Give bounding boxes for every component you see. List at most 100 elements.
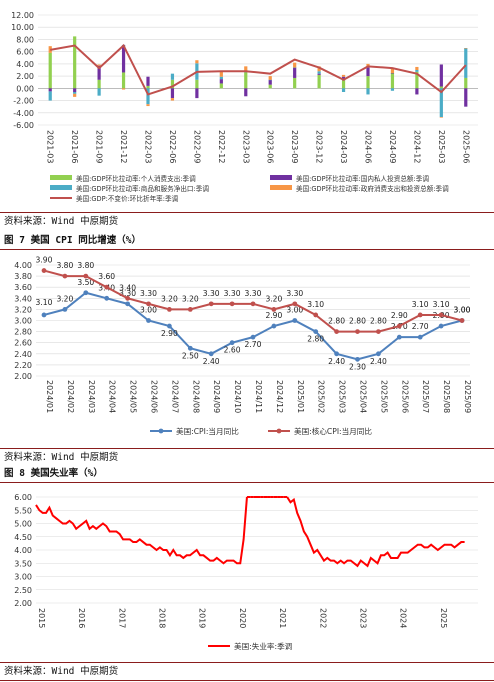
data-point [229,340,235,346]
data-point [334,351,339,357]
bar-segment [244,88,248,97]
y-tick-label: 2.40 [14,350,32,359]
y-tick-label: -2.00 [13,97,34,106]
bar-segment [219,76,223,80]
data-point [229,301,235,307]
bar-segment [268,84,272,89]
divider [0,249,494,250]
bar-segment [170,88,175,99]
bar-segment [121,44,126,73]
bar-segment [268,79,272,81]
data-label: 2.70 [245,340,262,349]
bar-segment [415,88,419,95]
x-tick-label: 2025/02 [317,380,326,413]
data-label: 3.00 [454,306,471,315]
data-label: 2.60 [224,346,241,355]
data-label: 3.80 [77,261,94,270]
x-tick-label: 2022-06 [168,130,177,163]
data-point [250,334,256,340]
data-point [187,307,193,312]
data-label: 2.40 [370,357,387,366]
x-tick-label: 2024 [399,608,408,628]
bar-segment [219,83,223,89]
data-label: 3.30 [140,289,157,298]
bar-segment [219,79,223,84]
data-point [41,268,47,273]
x-tick-label: 2023-06 [266,130,275,163]
y-tick-label: 3.40 [14,294,32,303]
data-label: 2.50 [182,351,199,360]
data-point [250,301,256,307]
bar-segment [170,73,175,80]
y-tick-label: 2.00 [14,599,32,608]
data-label: 3.80 [56,261,73,270]
y-tick-label: 2.50 [14,586,32,595]
bar-segment [293,62,297,68]
unemployment-line [35,496,248,565]
bar-segment [464,77,468,89]
data-label: 2.30 [349,362,366,371]
x-tick-label: 2024/08 [191,380,200,413]
data-label: 2.90 [391,311,408,320]
x-tick-label: 2016 [77,608,86,628]
x-tick-label: 2024/03 [87,380,96,413]
legend-label: 美国:CPI:当月同比 [176,426,239,436]
bar-segment [415,66,419,70]
data-point [376,351,381,357]
bar-segment [170,79,175,89]
data-label: 2.40 [328,357,345,366]
x-tick-label: 2021-12 [119,130,128,163]
bar-segment [390,73,395,89]
bar-segment [464,48,468,78]
data-label: 2.40 [203,357,220,366]
unemployment-chart-svg: 2.00 2.50 3.00 3.50 4.00 4.50 5.00 5.50 6.00 2015… [14,493,478,651]
legend-label: 美国:GDP环比拉动率:商品和服务净出口:季调 [76,184,209,193]
data-point [104,295,110,301]
data-point [146,318,151,323]
data-label: 3.20 [161,294,178,303]
bar-segment [73,93,77,97]
data-label: 3.50 [77,278,94,287]
bar-segment [73,36,77,89]
data-point [438,323,444,329]
legend-swatch [270,175,292,180]
bar-segment [146,104,150,107]
data-point [396,334,402,340]
bar-segment [415,70,419,72]
y-tick-label: 3.00 [14,317,32,326]
x-tick-label: 2023-03 [241,130,250,163]
divider [0,448,494,449]
legend-swatch [50,175,72,180]
bar-segment [195,79,199,89]
bar-segment [390,67,395,74]
data-label: 2.90 [265,311,282,320]
bar-segment [341,80,346,89]
data-label: 3.10 [433,300,450,309]
x-tick-label: 2025/05 [379,380,388,413]
gdp-growth-line [50,43,467,96]
data-label: 3.10 [36,298,53,307]
x-tick-label: 2024/02 [66,380,75,413]
bar-segment [341,88,346,92]
data-label: 3.00 [454,306,471,315]
legend-label: 美国:核心CPI:当月同比 [294,426,372,436]
y-tick-label: 2.00 [14,372,32,381]
data-point [438,312,444,318]
data-label: 3.30 [245,289,262,298]
bar-segment [415,71,419,89]
data-point [62,307,68,312]
data-point [83,273,89,279]
divider [0,680,494,681]
data-point [376,329,381,334]
legend-label: 美国:GDP环比拉动率:国内私人投资总额:季调 [296,174,429,183]
y-tick-label: 4.50 [14,533,32,542]
x-tick-label: 2025/03 [338,380,347,413]
y-tick-label: 8.00 [16,35,34,44]
y-tick-label: 4.00 [14,261,32,270]
x-tick-label: 2025 [439,608,448,628]
y-tick-label: 2.60 [14,339,32,348]
x-tick-label: 2022-03 [144,130,153,163]
x-tick-label: 2021-09 [95,130,104,163]
x-tick-label: 2025/06 [400,380,409,413]
x-tick-label: 2024/01 [45,380,54,413]
